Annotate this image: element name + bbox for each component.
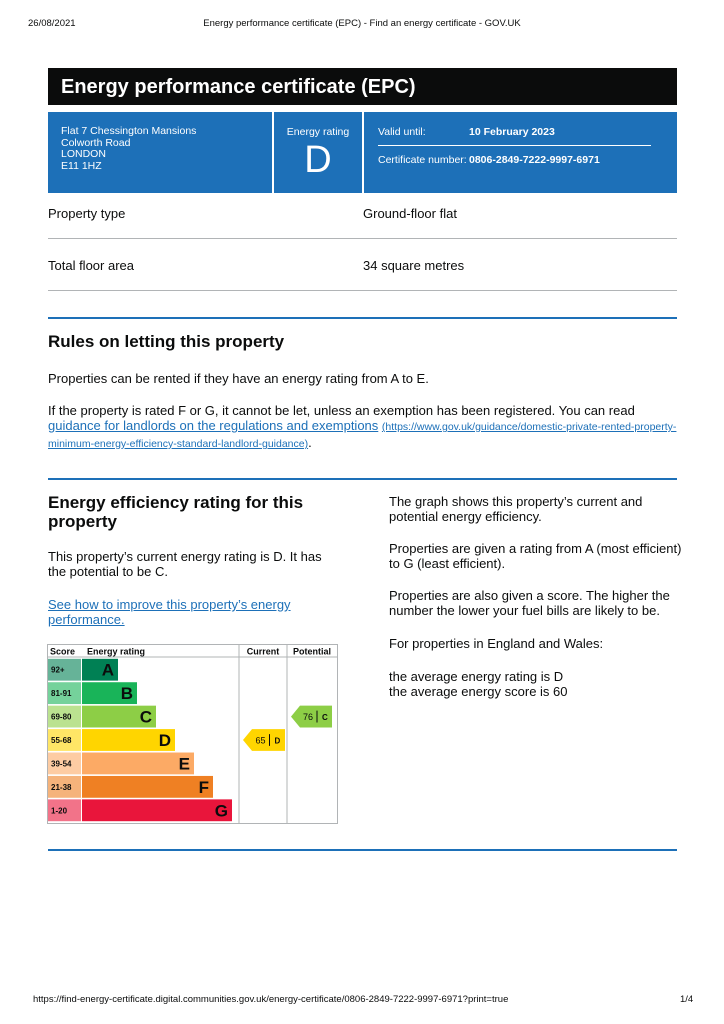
band-letter: D: [159, 731, 171, 750]
potential-arrow: [291, 705, 332, 728]
band-bar: [82, 752, 194, 775]
band-score: 69-80: [51, 713, 72, 722]
address: Flat 7 Chessington Mansions Colworth Roa…: [61, 125, 197, 172]
summary-value: 34 square metres: [363, 258, 465, 273]
valid-until: 10 February 2023: [469, 126, 555, 138]
paragraph: See how to improve this property’s energ…: [48, 597, 318, 627]
band-letter: G: [215, 801, 228, 820]
band-score: 81-91: [51, 689, 72, 698]
band-score: 39-54: [51, 759, 72, 768]
print-date: 26/08/2021: [28, 18, 76, 29]
row-rule: [48, 238, 677, 239]
band-bar: [82, 729, 175, 751]
page-number: 1/4: [680, 994, 694, 1005]
band-score: 92+: [51, 666, 65, 675]
paragraph: This property’s current energy rating is…: [48, 549, 322, 579]
divider: [272, 112, 274, 193]
score-cell: [48, 729, 81, 751]
chart-header: Score: [50, 647, 75, 657]
address-line: LONDON: [61, 148, 106, 160]
score-cell: [48, 775, 81, 798]
paragraph: The graph shows this property’s current …: [389, 494, 643, 524]
summary-label: Total floor area: [48, 258, 134, 273]
score-cell: [48, 658, 81, 681]
chart-header: Potential: [293, 647, 331, 657]
certificate-number-label: Certificate number:: [378, 154, 467, 166]
certificate-box: Flat 7 Chessington Mansions Colworth Roa…: [48, 112, 677, 193]
paragraph: For properties in England and Wales:: [389, 636, 604, 651]
band-bar: [82, 775, 213, 798]
paragraph: Properties can be rented if they have an…: [48, 371, 429, 386]
title-banner: Energy performance certificate (EPC): [48, 68, 677, 105]
section-rule: [48, 849, 677, 851]
divider: [378, 145, 651, 146]
potential-letter: C: [322, 713, 328, 722]
address-line: Flat 7 Chessington Mansions: [61, 125, 197, 137]
band-letter: F: [199, 778, 209, 797]
address-line: Colworth Road: [61, 136, 131, 149]
chart-header: Energy rating: [87, 647, 145, 657]
chart-border: [47, 644, 338, 824]
score-cell: [48, 705, 81, 728]
score-cell: [48, 752, 81, 775]
paragraph: Properties are also given a score. The h…: [389, 588, 670, 618]
band-letter: A: [102, 661, 114, 680]
band-letter: E: [179, 754, 190, 773]
valid-until-label: Valid until:: [378, 126, 426, 138]
section-rule: [48, 317, 677, 319]
band-score: 55-68: [51, 736, 72, 745]
text: If the property is rated F or G, it cann…: [48, 403, 635, 418]
average-line: the average energy rating is D: [389, 669, 564, 684]
rating-label: Energy rating: [286, 126, 350, 138]
current-letter: D: [275, 737, 281, 746]
paragraph: the average energy rating is D the avera…: [389, 669, 568, 699]
score-cell: [48, 799, 81, 822]
address-line: E11 1HZ: [61, 159, 102, 172]
chart-header: Current: [247, 647, 280, 657]
certificate-number: 0806-2849-7222-9997-6971: [469, 154, 600, 166]
score-cell: [48, 682, 81, 705]
band-bar: [82, 705, 156, 728]
band-bar: [82, 682, 137, 705]
section-heading: Energy efficiency rating for this proper…: [48, 493, 304, 531]
summary-label: Property type: [48, 206, 126, 221]
print-url: https://find-energy-certificate.digital.…: [33, 994, 509, 1005]
paragraph: Properties are given a rating from A (mo…: [389, 541, 682, 571]
improve-link[interactable]: See how to improve this property’s energ…: [48, 597, 291, 627]
average-line: the average energy score is 60: [389, 684, 568, 699]
current-arrow: [243, 729, 285, 751]
band-letter: C: [140, 708, 152, 727]
summary-value: Ground-floor flat: [363, 206, 457, 221]
row-rule: [48, 290, 677, 291]
text: .: [308, 435, 312, 450]
band-letter: B: [121, 684, 133, 703]
rating: D: [304, 139, 332, 181]
band-score: 21-38: [51, 783, 72, 792]
rating-chart: Score Energy rating Current Potential 92+ A 81…: [47, 644, 338, 824]
divider: [362, 112, 364, 193]
section-rule: [48, 478, 677, 480]
current-score: 65: [255, 736, 265, 746]
band-bar: [82, 799, 232, 822]
paragraph: If the property is rated F or G, it cann…: [48, 403, 680, 452]
potential-score: 76: [303, 712, 313, 722]
band-bar: [82, 658, 118, 681]
print-title: Energy performance certificate (EPC) - F…: [203, 18, 521, 29]
guidance-url[interactable]: (https://www.gov.uk/guidance/domestic-pr…: [48, 421, 677, 450]
certificate-title: Energy performance certificate (EPC): [61, 76, 416, 98]
band-score: 1-20: [51, 806, 68, 815]
section-heading: Rules on letting this property: [48, 332, 285, 351]
guidance-link[interactable]: guidance for landlords on the regulation…: [48, 418, 379, 433]
